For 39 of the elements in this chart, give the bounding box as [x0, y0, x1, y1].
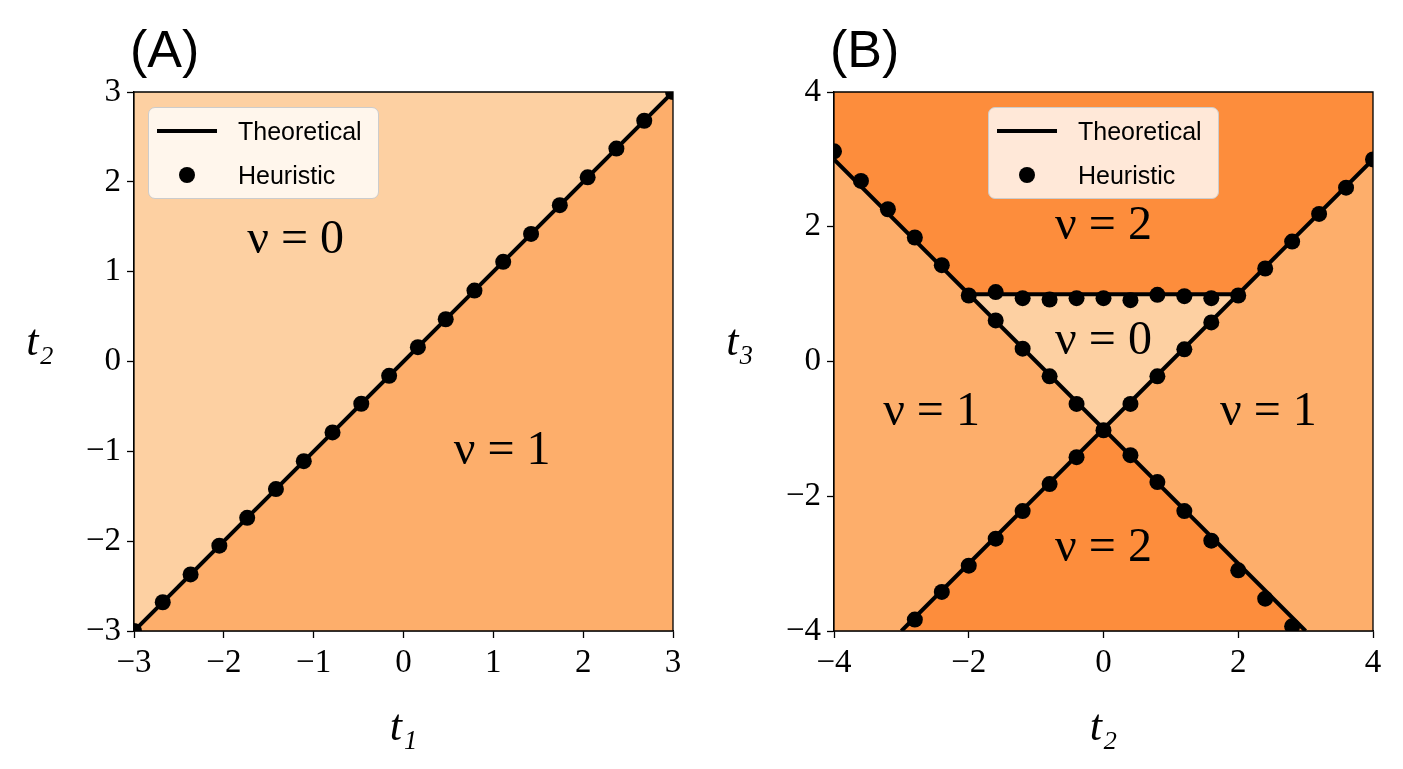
chart-title: (A) [130, 20, 200, 78]
y-tick-label: 0 [804, 341, 821, 378]
y-tick-label: 2 [104, 161, 121, 198]
annotation: ν = 0 [1055, 310, 1152, 364]
legend-label: Heuristic [238, 160, 336, 190]
x-tick-label: 0 [395, 643, 412, 680]
annotation: ν = 1 [883, 382, 980, 436]
legend-label: Theoretical [1078, 116, 1202, 146]
annotation: ν = 2 [1055, 517, 1152, 571]
y-tick-label: 1 [104, 251, 121, 288]
y-tick-label: 3 [104, 71, 121, 108]
x-tick-label: 0 [1095, 643, 1112, 680]
x-tick-label: 2 [1230, 643, 1247, 680]
y-tick-label: −2 [785, 475, 821, 512]
x-tick-label: 2 [574, 643, 592, 680]
y-tick-label: 0 [104, 341, 121, 378]
y-axis-title: t₃ [726, 316, 754, 366]
annotation: ν = 1 [1220, 382, 1317, 436]
x-tick-label: 3 [664, 643, 682, 680]
annotation: ν = 2 [1055, 196, 1152, 250]
x-axis-title: t₂ [1089, 701, 1118, 751]
x-tick-label: −1 [296, 643, 332, 680]
y-tick-label: −4 [785, 610, 821, 647]
x-tick-label: 1 [485, 643, 502, 680]
y-axis-title: t₂ [26, 316, 54, 366]
annotation: ν = 0 [247, 209, 345, 263]
x-axis-title: t₁ [389, 701, 418, 751]
chart-title: (B) [830, 20, 900, 78]
y-tick-label: −1 [85, 431, 121, 468]
x-tick-label: 4 [1364, 643, 1382, 680]
y-tick-label: 2 [804, 206, 821, 243]
y-tick-label: −2 [85, 520, 121, 557]
y-tick-label: 4 [804, 71, 821, 108]
x-tick-label: −2 [951, 643, 987, 680]
y-tick-label: −3 [85, 610, 121, 647]
legend-label: Heuristic [1078, 160, 1176, 190]
annotation: ν = 1 [453, 421, 551, 475]
legend-label: Theoretical [238, 116, 362, 146]
x-tick-label: −2 [206, 643, 242, 680]
